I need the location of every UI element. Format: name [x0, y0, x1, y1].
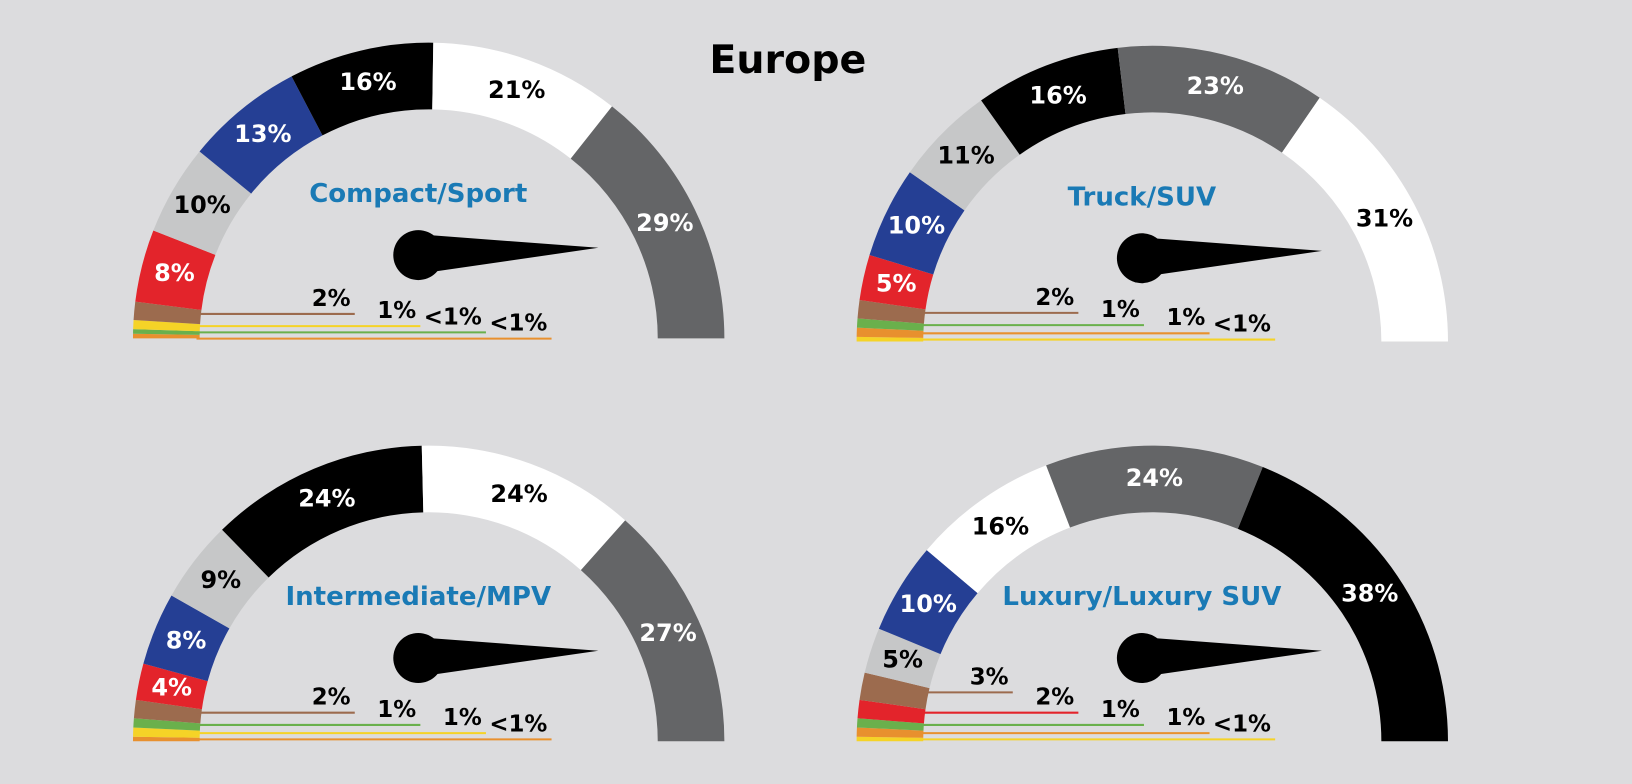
- value-label: 1%: [377, 298, 416, 324]
- gauge-segment: [143, 595, 230, 682]
- gauge-segment: [291, 42, 434, 136]
- value-label: 29%: [636, 209, 693, 237]
- value-label: 11%: [937, 142, 994, 170]
- gauge-segment: [133, 718, 201, 731]
- value-label: <1%: [1213, 311, 1271, 337]
- gauge-title: Truck/SUV: [1068, 182, 1216, 212]
- value-label: 10%: [173, 191, 230, 219]
- gauge-title: Intermediate/MPV: [285, 582, 551, 612]
- gauge-segment: [856, 718, 924, 731]
- needle: [1141, 237, 1323, 277]
- gauge-segment: [864, 628, 941, 689]
- gauge-segment: [199, 76, 323, 194]
- value-label: 3%: [970, 664, 1009, 690]
- value-label: 1%: [1167, 705, 1206, 731]
- gauge-segment: [859, 672, 930, 710]
- value-label: 2%: [312, 286, 351, 312]
- value-label: <1%: [489, 711, 547, 737]
- value-label: 31%: [1356, 204, 1413, 232]
- gauge-segment: [222, 445, 424, 578]
- value-label: 2%: [1035, 285, 1074, 311]
- gauge-segment: [133, 329, 200, 335]
- value-label: 27%: [639, 619, 696, 647]
- value-label: 5%: [882, 646, 923, 674]
- gauge-segment: [1281, 97, 1448, 342]
- value-label: 1%: [1101, 697, 1140, 723]
- gauge-segment: [857, 300, 926, 324]
- gauge-segment: [869, 172, 965, 275]
- value-label: 1%: [443, 705, 482, 731]
- gauge-segment: [570, 106, 725, 339]
- gauge-segment: [132, 333, 200, 339]
- needle: [418, 637, 599, 677]
- gauge-segment: [909, 100, 1020, 211]
- value-label: 4%: [151, 673, 192, 701]
- gauge: 8% 10% 13% 16% 21% 29% 2% 1% <1% <1% Compact/Sport: [132, 42, 725, 340]
- gauge-segment: [856, 336, 924, 342]
- value-label: 21%: [488, 76, 545, 104]
- gauge-segment: [856, 727, 924, 738]
- gauge-segment: [857, 699, 926, 724]
- value-label: <1%: [1213, 711, 1271, 737]
- gauge-segment: [432, 42, 613, 159]
- value-label: 38%: [1341, 579, 1398, 607]
- value-label: 23%: [1187, 72, 1244, 100]
- value-label: 16%: [339, 68, 396, 96]
- value-label: 24%: [298, 485, 355, 513]
- gauge-segment: [981, 47, 1126, 155]
- gauge: 5% 10% 11% 16% 23% 31% 2% 1% 1% <1% Truck/SUV: [856, 45, 1448, 342]
- gauge-segment: [856, 736, 924, 742]
- gauge-segment: [856, 318, 924, 331]
- value-label: 16%: [972, 512, 1029, 540]
- value-label: 2%: [1035, 685, 1074, 711]
- gauge-segment: [856, 327, 924, 338]
- value-label: 1%: [377, 697, 416, 723]
- value-label: 9%: [201, 566, 242, 594]
- value-label: <1%: [424, 304, 482, 330]
- gauge-segment: [133, 319, 201, 332]
- gauge-segment: [132, 736, 200, 742]
- gauge-segment: [171, 529, 269, 629]
- gauge: 5% 10% 16% 24% 38% 3% 2% 1% 1% <1% Luxury/Luxury S…: [856, 445, 1448, 742]
- value-label: 1%: [1101, 297, 1140, 323]
- gauge-segment: [153, 151, 252, 255]
- value-label: 10%: [888, 212, 945, 240]
- page-title: Europe: [709, 37, 866, 83]
- gauge-segment: [580, 520, 725, 742]
- gauge-title: Compact/Sport: [309, 179, 527, 209]
- gauge-segment: [133, 727, 200, 738]
- gauge-segment: [133, 699, 202, 724]
- gauge-segment: [135, 230, 216, 310]
- value-label: 2%: [312, 685, 351, 711]
- gauge-segment: [1046, 445, 1263, 529]
- value-label: 24%: [1126, 464, 1183, 492]
- gauge-segment: [878, 550, 978, 655]
- gauge-segment: [1237, 467, 1448, 742]
- value-label: 24%: [490, 480, 547, 508]
- gauge-segment: [926, 465, 1071, 594]
- value-label: 8%: [154, 259, 195, 287]
- value-label: 13%: [234, 120, 291, 148]
- value-label: 16%: [1029, 82, 1086, 110]
- gauge-segment: [859, 254, 934, 310]
- value-label: <1%: [489, 311, 547, 337]
- gauge-segment: [1117, 45, 1320, 153]
- needle: [1141, 637, 1323, 677]
- value-label: 8%: [166, 626, 207, 654]
- value-label: 1%: [1167, 305, 1206, 331]
- value-label: 10%: [900, 590, 957, 618]
- gauge-title: Luxury/Luxury SUV: [1002, 582, 1281, 612]
- gauge-segment: [135, 663, 208, 710]
- gauge-segment: [133, 301, 202, 325]
- gauge: 4% 8% 9% 24% 24% 27% 2% 1% 1% <1% Intermediate/MPV: [132, 445, 725, 742]
- gauge-segment: [421, 445, 626, 571]
- needle: [418, 234, 599, 274]
- value-label: 5%: [876, 270, 917, 298]
